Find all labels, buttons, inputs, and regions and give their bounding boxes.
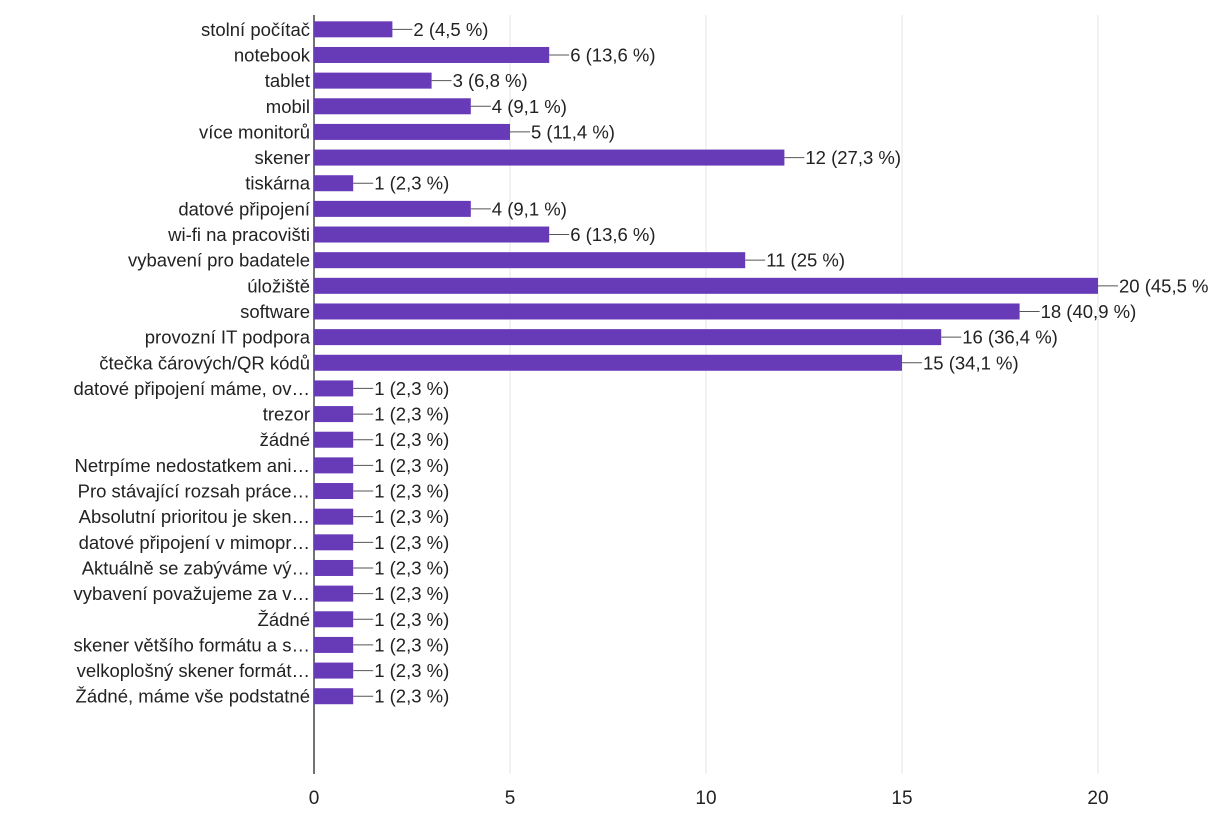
bar (314, 636, 354, 653)
category-label: velkoplošný skener formát… (77, 660, 310, 681)
category-label: Žádné (258, 609, 310, 630)
category-label: stolní počítač (201, 19, 310, 40)
category-label: Aktuálně se zabýváme vý… (82, 557, 310, 578)
category-label: software (240, 301, 310, 322)
data-label: 11 (25 %) (766, 250, 845, 271)
category-label: wi-fi na pracovišti (167, 224, 310, 245)
category-label: čtečka čárových/QR kódů (99, 352, 310, 373)
bar (314, 72, 432, 89)
bar (314, 508, 354, 525)
x-axis-ticks: 0 5 10 15 20 (309, 788, 1109, 809)
bar (314, 534, 354, 551)
bar (314, 149, 785, 166)
data-label: 1 (2,3 %) (374, 506, 449, 527)
bars (314, 21, 1098, 705)
data-label: 12 (27,3 %) (805, 147, 901, 168)
bar (314, 175, 354, 192)
data-label: 16 (36,4 %) (962, 327, 1058, 348)
bar (314, 200, 471, 217)
category-label: žádné (260, 429, 310, 450)
data-label: 1 (2,3 %) (374, 557, 449, 578)
bar (314, 354, 902, 371)
bar (314, 123, 510, 140)
data-label: 4 (9,1 %) (492, 198, 567, 219)
category-label: vybavení pro badatele (128, 250, 310, 271)
data-label: 1 (2,3 %) (374, 429, 449, 450)
bar (314, 329, 942, 346)
category-label: Pro stávající rozsah práce… (78, 481, 310, 502)
category-label: vybavení považujeme za v… (73, 583, 310, 604)
data-label: 6 (13,6 %) (570, 44, 655, 65)
bar (314, 98, 471, 115)
category-label: úložiště (247, 275, 310, 296)
bar (314, 662, 354, 679)
bar (314, 21, 393, 38)
bar (314, 585, 354, 602)
data-label: 2 (4,5 %) (413, 19, 488, 40)
data-labels: 2 (4,5 %) 6 (13,6 %) 3 (6,8 %) 4 (9,1 %) 5 (… (353, 19, 1208, 707)
bar (314, 688, 354, 705)
category-label: Netrpíme nedostatkem ani… (75, 455, 310, 476)
data-label: 6 (13,6 %) (570, 224, 655, 245)
data-label: 5 (11,4 %) (531, 121, 615, 142)
data-label: 20 (45,5 % (1119, 275, 1208, 296)
category-label: trezor (263, 404, 310, 425)
x-tick-label: 5 (505, 788, 516, 809)
bar (314, 303, 1020, 320)
data-label: 1 (2,3 %) (374, 481, 449, 502)
category-label: provozní IT podpora (145, 327, 311, 348)
category-label: mobil (266, 96, 310, 117)
data-label: 1 (2,3 %) (374, 173, 449, 194)
bar (314, 380, 354, 397)
category-label: datové připojení v mimopr… (79, 532, 310, 553)
category-label: Žádné, máme vše podstatné (76, 686, 310, 707)
bar (314, 226, 550, 243)
category-label: skener většího formátu a s… (74, 634, 311, 655)
data-label: 15 (34,1 %) (923, 352, 1019, 373)
x-tick-label: 10 (695, 788, 716, 809)
category-label: skener (254, 147, 310, 168)
data-label: 1 (2,3 %) (374, 455, 449, 476)
data-label: 18 (40,9 %) (1041, 301, 1137, 322)
data-label: 3 (6,8 %) (453, 70, 528, 91)
data-label: 4 (9,1 %) (492, 96, 567, 117)
category-label: tiskárna (245, 173, 310, 194)
category-label: datové připojení (178, 198, 311, 219)
bar (314, 277, 1098, 294)
x-tick-label: 15 (891, 788, 912, 809)
bar (314, 431, 354, 448)
category-label: více monitorů (199, 121, 310, 142)
bar (314, 559, 354, 576)
data-label: 1 (2,3 %) (374, 378, 449, 399)
data-label: 1 (2,3 %) (374, 634, 449, 655)
category-labels: stolní počítač notebook tablet mobil více mo… (73, 19, 310, 707)
category-label: datové připojení máme, ov… (73, 378, 310, 399)
bar (314, 483, 354, 500)
x-tick-label: 0 (309, 788, 320, 809)
category-label: Absolutní prioritou je sken… (79, 506, 310, 527)
data-label: 1 (2,3 %) (374, 609, 449, 630)
bar (314, 457, 354, 474)
bar (314, 252, 746, 269)
data-label: 1 (2,3 %) (374, 660, 449, 681)
data-label: 1 (2,3 %) (374, 686, 449, 707)
bar (314, 406, 354, 423)
x-tick-label: 20 (1087, 788, 1108, 809)
category-label: notebook (234, 44, 311, 65)
bar (314, 611, 354, 628)
data-label: 1 (2,3 %) (374, 404, 449, 425)
data-label: 1 (2,3 %) (374, 583, 449, 604)
data-label: 1 (2,3 %) (374, 532, 449, 553)
category-label: tablet (265, 70, 310, 91)
bar (314, 46, 550, 63)
